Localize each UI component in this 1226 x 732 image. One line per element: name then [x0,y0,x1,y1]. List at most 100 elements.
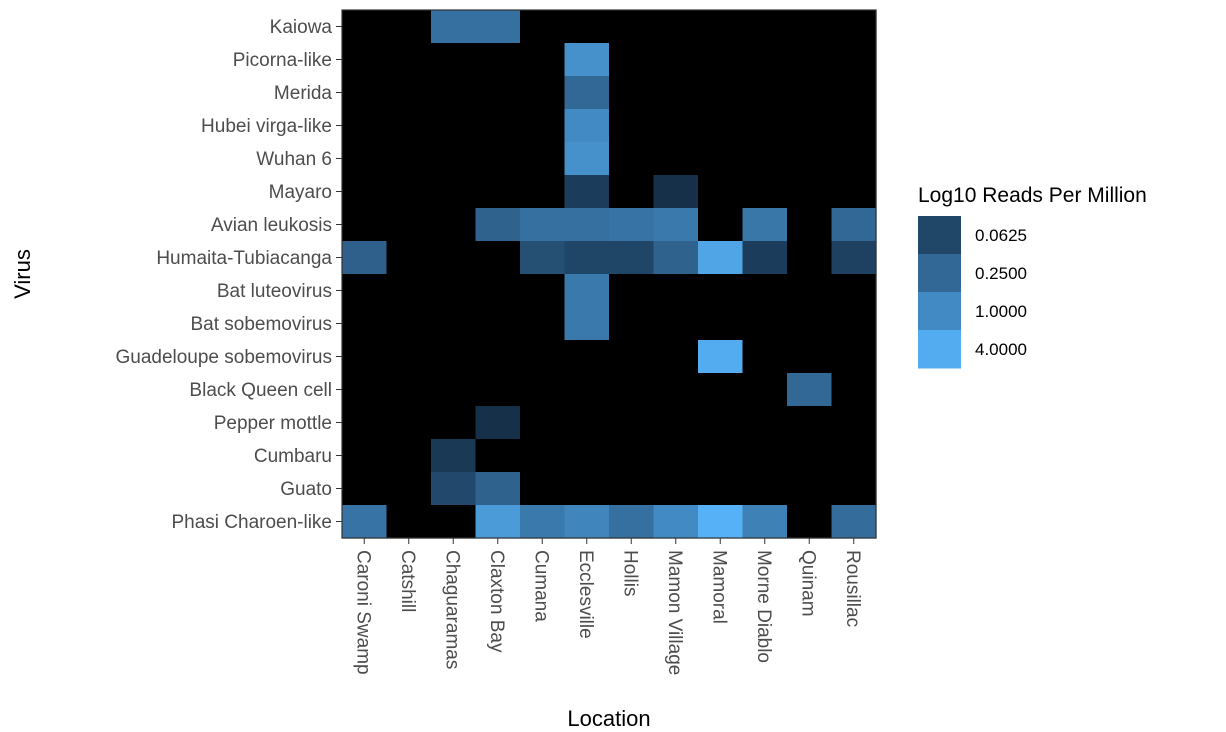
panel-border [341,9,877,539]
legend-title: Log10 Reads Per Million [918,184,1147,207]
heatmap-cell [742,142,788,176]
heatmap-cell [609,175,655,209]
heatmap-cell [831,307,877,341]
heatmap-cell [564,142,610,176]
x-tick-label: Caroni Swamp [352,550,373,675]
heatmap-cell [742,208,788,242]
heatmap-cell [431,175,477,209]
heatmap-cell [787,10,833,44]
heatmap-cell [386,175,432,209]
y-tick-label: Black Queen cell [189,380,332,401]
heatmap-cell [564,43,610,77]
heatmap-cell [698,340,744,374]
heatmap-cell [342,505,388,539]
y-tick-label: Mayaro [269,182,332,203]
y-tick-label: Bat luteovirus [217,281,332,302]
heatmap-cell [431,406,477,440]
heatmap-cell [742,274,788,308]
heatmap-cell [698,406,744,440]
legend-key [918,216,961,255]
heatmap-cell [475,472,521,506]
heatmap-cell [653,241,699,275]
heatmap-cell [564,472,610,506]
x-tick-label: Mamoral [708,550,729,624]
heatmap-cell [831,142,877,176]
y-tick-label: Pepper mottle [214,413,332,434]
heatmap-cell [475,307,521,341]
heatmap-cell [342,340,388,374]
heatmap-cell [475,373,521,407]
heatmap-cell [520,10,566,44]
heatmap-cells [342,10,877,539]
heatmap-cell [475,10,521,44]
heatmap-cell [475,142,521,176]
heatmap-cell [342,439,388,473]
heatmap-cell [742,307,788,341]
heatmap-cell [831,472,877,506]
heatmap-cell [342,175,388,209]
heatmap-cell [653,307,699,341]
heatmap-cell [698,274,744,308]
heatmap-cell [698,43,744,77]
x-tick-label: Cumana [530,550,551,622]
heatmap-cell [831,406,877,440]
heatmap-cell [386,274,432,308]
y-axis: Kaiowa Picorna-like Merida Hubei virga-like… [115,17,342,533]
heatmap-cell [564,208,610,242]
heatmap-cell [342,274,388,308]
x-tick-label: Morne Diablo [753,550,774,663]
heatmap-cell [698,307,744,341]
x-axis: Caroni Swamp Catshill Chaguaramas Claxton B… [352,538,863,675]
heatmap-cell [475,76,521,110]
heatmap-cell [653,10,699,44]
heatmap-cell [609,274,655,308]
heatmap-cell [653,340,699,374]
heatmap-cell [653,274,699,308]
heatmap-cell [431,10,477,44]
heatmap-cell [431,142,477,176]
heatmap-cell [475,109,521,143]
heatmap-cell [475,274,521,308]
heatmap-cell [564,175,610,209]
heatmap-cell [520,439,566,473]
y-tick-label: Picorna-like [233,50,332,71]
heatmap-cell [698,241,744,275]
x-tick-label: Chaguaramas [441,550,462,669]
heatmap-cell [742,76,788,110]
heatmap-cell [386,142,432,176]
heatmap-cell [342,142,388,176]
heatmap-cell [787,76,833,110]
heatmap-cell [520,373,566,407]
heatmap-cell [475,505,521,539]
heatmap-cell [431,340,477,374]
x-tick-label: Mamon Village [664,550,685,675]
heatmap-cell [342,472,388,506]
heatmap-cell [698,439,744,473]
heatmap-cell [609,340,655,374]
heatmap-cell [475,43,521,77]
heatmap-cell [787,274,833,308]
heatmap-cell [386,241,432,275]
y-tick-label: Merida [274,83,333,104]
heatmap-cell [653,43,699,77]
legend-label: 4.0000 [975,340,1027,359]
heatmap-cell [831,109,877,143]
heatmap-cell [520,208,566,242]
heatmap-cell [653,373,699,407]
heatmap-cell [342,373,388,407]
y-tick-label: Guadeloupe sobemovirus [115,347,332,368]
heatmap-cell [609,439,655,473]
heatmap-cell [386,472,432,506]
heatmap-cell [520,241,566,275]
heatmap-cell [653,208,699,242]
heatmap-cell [609,241,655,275]
heatmap-cell [431,307,477,341]
heatmap-cell [653,406,699,440]
heatmap-cell [520,340,566,374]
y-tick-label: Phasi Charoen-like [171,512,332,533]
heatmap-cell [787,208,833,242]
heatmap-cell [653,175,699,209]
y-tick-label: Cumbaru [254,446,332,467]
heatmap-cell [787,43,833,77]
heatmap-cell [698,76,744,110]
